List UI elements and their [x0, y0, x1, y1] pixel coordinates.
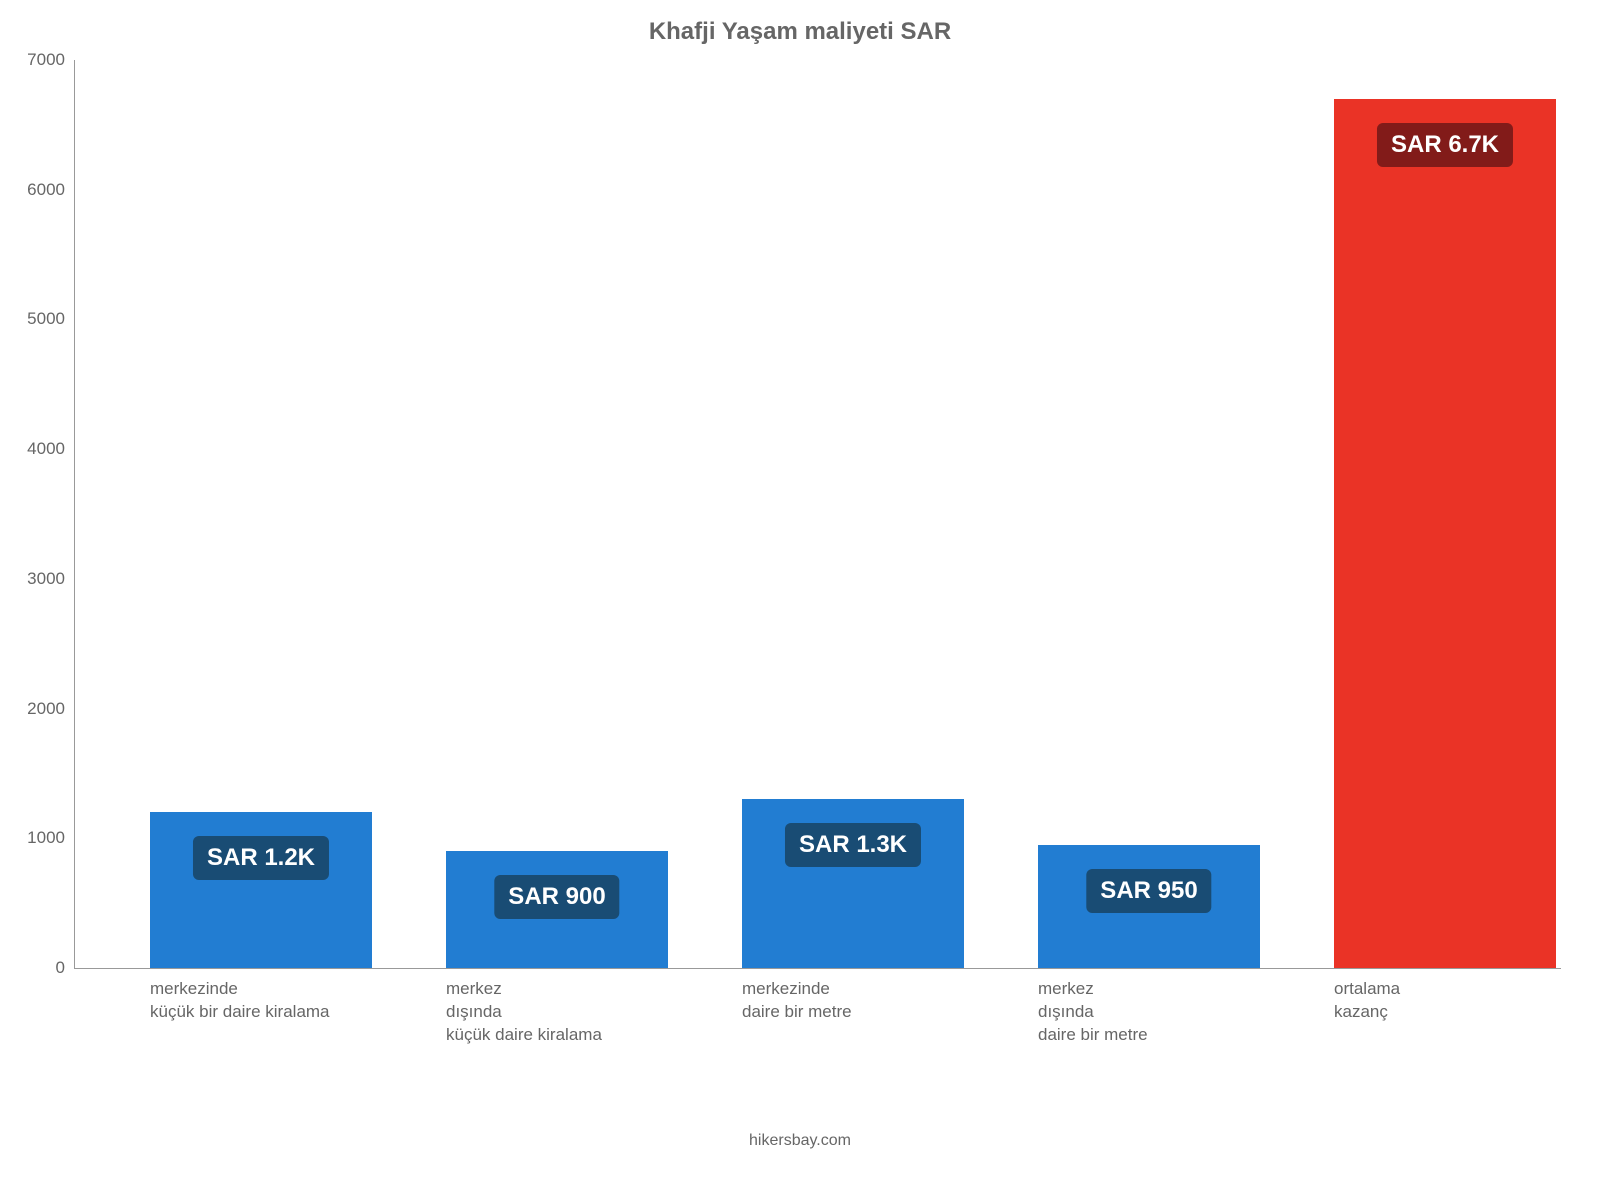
y-tick-label: 2000: [27, 699, 75, 719]
x-tick-label: ortalama kazanç: [1334, 968, 1556, 1024]
y-tick-label: 1000: [27, 828, 75, 848]
x-tick-label: merkez dışında daire bir metre: [1038, 968, 1260, 1047]
y-tick-label: 0: [56, 958, 75, 978]
y-tick-label: 3000: [27, 569, 75, 589]
bar: [1334, 99, 1556, 968]
x-tick-label: merkezinde daire bir metre: [742, 968, 964, 1024]
y-tick-label: 7000: [27, 50, 75, 70]
cost-of-living-chart: Khafji Yaşam maliyeti SAR 01000200030004…: [0, 0, 1600, 1200]
x-tick-label: merkezinde küçük bir daire kiralama: [150, 968, 372, 1024]
x-tick-label: merkez dışında küçük daire kiralama: [446, 968, 668, 1047]
credit-text: hikersbay.com: [0, 1132, 1600, 1150]
plot-area: 01000200030004000500060007000SAR 1.2Kmer…: [74, 60, 1561, 969]
bar-value-label: SAR 900: [494, 875, 619, 919]
y-tick-label: 6000: [27, 180, 75, 200]
y-tick-label: 5000: [27, 309, 75, 329]
y-tick-label: 4000: [27, 439, 75, 459]
bar-value-label: SAR 1.3K: [785, 823, 921, 867]
bar-value-label: SAR 6.7K: [1377, 123, 1513, 167]
chart-title: Khafji Yaşam maliyeti SAR: [0, 18, 1600, 46]
bar-value-label: SAR 1.2K: [193, 836, 329, 880]
bar-value-label: SAR 950: [1086, 869, 1211, 913]
